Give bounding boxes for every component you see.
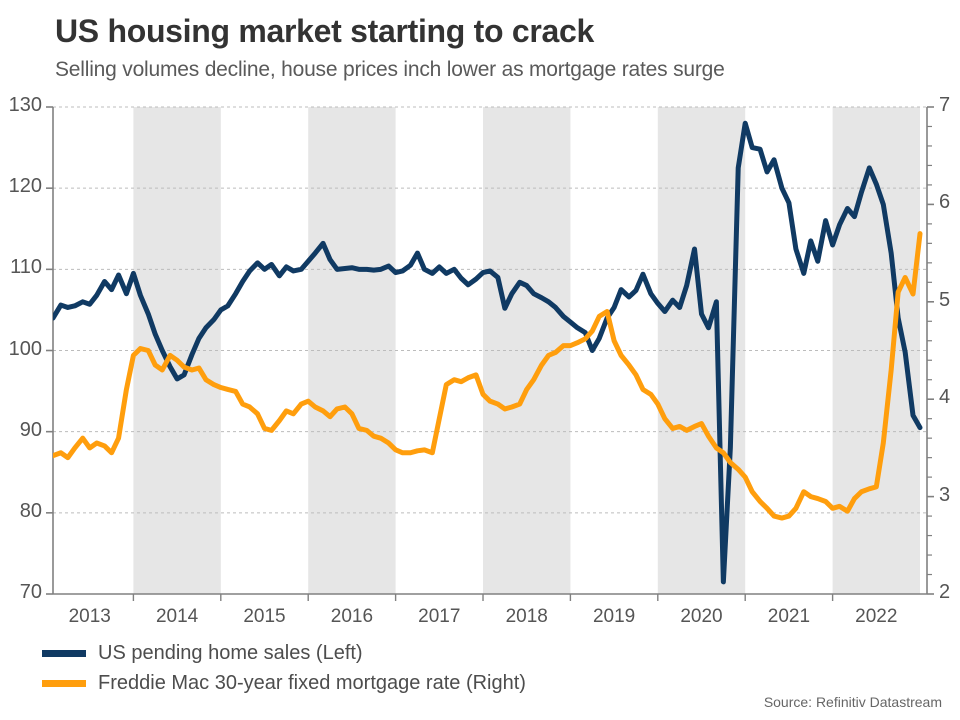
x-tick-2019: 2019 [592,606,636,627]
legend-item-mortgage-rate: Freddie Mac 30-year fixed mortgage rate … [42,668,526,698]
x-tick-2013: 2013 [68,606,111,627]
y-tick-right-7: 7 [939,94,951,116]
legend-label-mortgage-rate: Freddie Mac 30-year fixed mortgage rate … [98,671,526,694]
y-tick-right-5: 5 [939,288,951,311]
y-tick-left-70: 70 [19,581,42,603]
legend-item-pending-home-sales: US pending home sales (Left) [42,638,526,668]
x-tick-2022: 2022 [855,606,898,627]
legend-swatch-blue [42,649,86,657]
x-tick-2020: 2020 [680,606,723,627]
y-tick-right-4: 4 [939,386,951,409]
y-tick-left-90: 90 [19,418,42,441]
legend-label-pending-home-sales: US pending home sales (Left) [98,641,363,664]
page-title: US housing market starting to crack [55,13,594,49]
x-tick-2014: 2014 [155,606,199,627]
x-tick-2015: 2015 [243,606,286,627]
y-tick-left-80: 80 [19,499,42,522]
y-tick-left-120: 120 [8,175,42,198]
legend-swatch-orange [42,679,86,687]
source-attribution: Source: Refinitiv Datastream [763,694,942,710]
y-tick-right-2: 2 [939,581,951,603]
y-tick-right-6: 6 [939,191,951,214]
x-tick-2018: 2018 [505,606,548,627]
y-tick-left-100: 100 [8,337,42,360]
x-tick-2017: 2017 [418,606,461,627]
x-tick-2016: 2016 [330,606,374,627]
chart-legend: US pending home sales (Left) Freddie Mac… [42,638,526,698]
chart-subtitle: Selling volumes decline, house prices in… [55,58,725,81]
x-tick-2021: 2021 [767,606,811,627]
y-tick-right-3: 3 [939,483,951,506]
y-tick-left-110: 110 [10,256,42,279]
y-tick-left-130: 130 [8,94,42,116]
